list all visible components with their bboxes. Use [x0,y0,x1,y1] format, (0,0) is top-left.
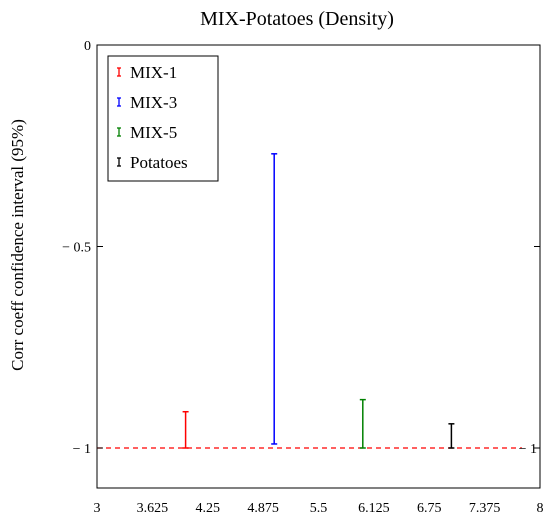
error-bar-mix-3 [271,153,278,445]
x-tick-label: 4.875 [247,501,279,516]
x-ticks: 3 3.625 4.25 4.875 5.5 6.125 6.75 7.375 8 [94,501,544,516]
x-tick-label: 6.125 [358,501,390,516]
y-tick-label: − 0.5 [62,241,91,256]
legend-label: MIX-5 [130,123,177,142]
x-tick-label: 7.375 [469,501,501,516]
error-bar-mix-5 [359,398,366,449]
reference-line-label: − 1 [519,442,537,457]
legend-label: MIX-1 [130,63,177,82]
legend-entry: MIX-5 [117,123,177,142]
legend-box [107,55,219,182]
chart-title: MIX-Potatoes (Density) [200,8,394,30]
y-axis-label: Corr coeff confidence interval (95%) [8,119,27,371]
reference-layer: − 1 [97,442,537,457]
x-tick-label: 4.25 [196,501,221,516]
legend-entry: MIX-1 [117,63,177,82]
error-bars [182,153,455,449]
error-bar-mix-1 [182,410,189,449]
legend-entry: MIX-3 [117,93,177,112]
x-tick-label: 5.5 [310,501,328,516]
legend-label: MIX-3 [130,93,177,112]
legend-label: Potatoes [130,153,188,172]
y-tick-label: 0 [84,39,91,54]
error-bar-potatoes [448,423,455,449]
legend: MIX-1 MIX-3 MIX-5 Potatoes [107,55,219,182]
y-tick-label: − 1 [73,442,91,457]
plot-frame [96,44,541,489]
y-ticks: 0 − 0.5 − 1 [62,39,540,457]
legend-entry: Potatoes [117,153,188,172]
x-tick-label: 8 [537,501,544,516]
x-tick-label: 6.75 [417,501,442,516]
x-tick-label: 3.625 [137,501,169,516]
x-tick-label: 3 [94,501,101,516]
